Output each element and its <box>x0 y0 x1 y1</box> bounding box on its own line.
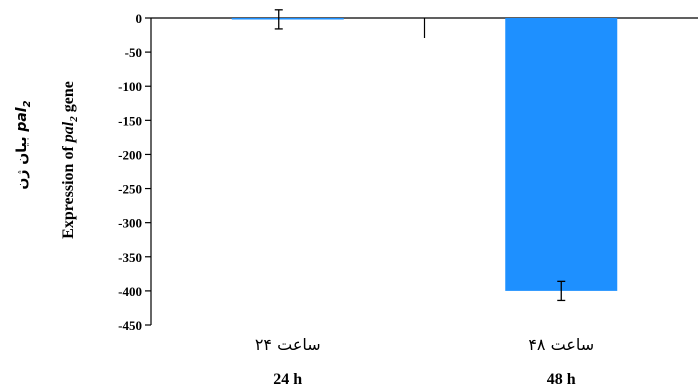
axes: 0 -50 -100 -150 -200 -250 -300 -350 -400 -450 ۲۴ س… <box>118 11 698 388</box>
x-label-fa-1: ۴۸ ساعت <box>528 335 594 354</box>
y-axis-title-fa: بیان ژن pal2 <box>14 100 33 189</box>
y-axis-title-en: Expression of pal2 gene <box>60 81 80 239</box>
x-label-en-1: 48 h <box>547 371 576 388</box>
y-tick-label-2: -100 <box>118 79 142 94</box>
y-tick-label-5: -250 <box>118 182 142 197</box>
y-tick-label-1: -50 <box>125 45 142 60</box>
x-label-en-0: 24 h <box>273 371 302 388</box>
bar-24-h <box>231 18 344 20</box>
bar-48-h <box>505 18 618 291</box>
y-tick-label-6: -300 <box>118 216 142 231</box>
y-tick-label-9: -450 <box>118 318 142 333</box>
y-tick-label-3: -150 <box>118 113 142 128</box>
bars <box>231 9 618 302</box>
y-tick-label-4: -200 <box>118 147 142 162</box>
y-axis-labels: Expression of pal2 gene بیان ژن pal2 <box>14 81 80 239</box>
x-label-fa-0: ۲۴ ساعت <box>255 335 321 354</box>
y-tick-label-7: -350 <box>118 250 142 265</box>
y-tick-label-0: 0 <box>136 11 143 26</box>
y-tick-label-8: -400 <box>118 284 142 299</box>
